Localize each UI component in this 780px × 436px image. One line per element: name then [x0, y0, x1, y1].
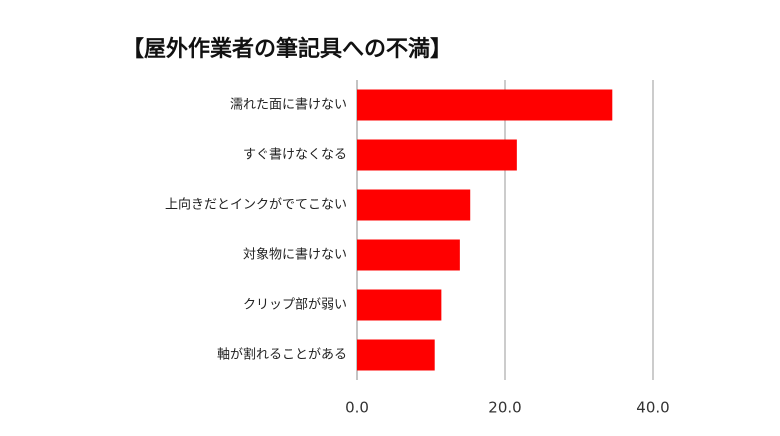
bar — [357, 89, 613, 121]
y-tick-label: 対象物に書けない — [243, 248, 347, 263]
x-tick-label: 40.0 — [636, 399, 669, 417]
bar — [357, 189, 471, 221]
y-tick-label: クリップ部が弱い — [243, 298, 347, 313]
x-tick-label: 20.0 — [488, 399, 521, 417]
y-tick-label: 上向きだとインクがでてこない — [165, 197, 347, 213]
chart-title: 【屋外作業者の筆記具への不満】 — [122, 36, 452, 62]
x-tick-label: 0.0 — [345, 399, 369, 417]
y-tick-label: 濡れた面に書けない — [230, 98, 347, 113]
bar — [357, 139, 517, 171]
bar — [357, 289, 442, 321]
y-tick-label: 軸が割れることがある — [217, 347, 347, 363]
bar — [357, 239, 460, 271]
bar — [357, 339, 435, 371]
y-tick-label: すぐ書けなくなる — [243, 148, 347, 163]
